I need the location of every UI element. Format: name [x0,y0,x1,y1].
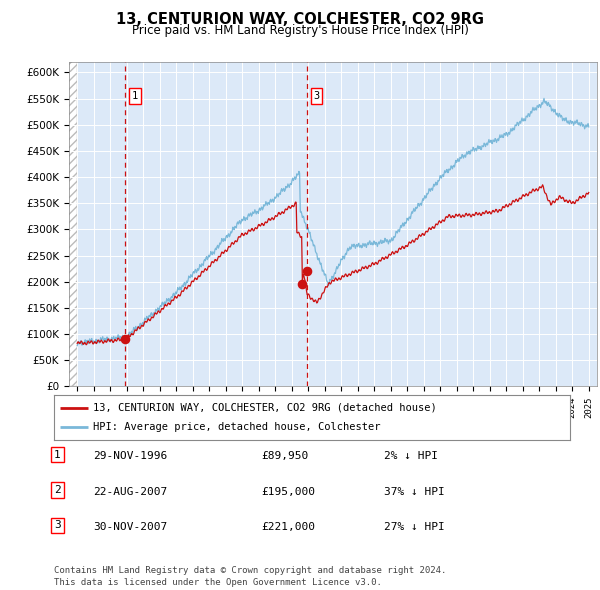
Text: Price paid vs. HM Land Registry's House Price Index (HPI): Price paid vs. HM Land Registry's House … [131,24,469,37]
Text: 22-AUG-2007: 22-AUG-2007 [93,487,167,497]
Text: 13, CENTURION WAY, COLCHESTER, CO2 9RG: 13, CENTURION WAY, COLCHESTER, CO2 9RG [116,12,484,27]
Text: 3: 3 [54,520,61,530]
Text: Contains HM Land Registry data © Crown copyright and database right 2024.
This d: Contains HM Land Registry data © Crown c… [54,566,446,587]
Text: 27% ↓ HPI: 27% ↓ HPI [384,522,445,532]
Text: 30-NOV-2007: 30-NOV-2007 [93,522,167,532]
Text: 37% ↓ HPI: 37% ↓ HPI [384,487,445,497]
Text: 1: 1 [54,450,61,460]
Text: HPI: Average price, detached house, Colchester: HPI: Average price, detached house, Colc… [92,422,380,432]
Text: £221,000: £221,000 [261,522,315,532]
Text: £195,000: £195,000 [261,487,315,497]
Text: £89,950: £89,950 [261,451,308,461]
Text: 13, CENTURION WAY, COLCHESTER, CO2 9RG (detached house): 13, CENTURION WAY, COLCHESTER, CO2 9RG (… [92,403,436,412]
Text: 29-NOV-1996: 29-NOV-1996 [93,451,167,461]
Point [121,335,130,344]
Text: 1: 1 [132,91,138,101]
Point [302,266,312,276]
Point [298,280,307,289]
Text: 2% ↓ HPI: 2% ↓ HPI [384,451,438,461]
Text: 2: 2 [54,485,61,495]
Text: 3: 3 [314,91,320,101]
